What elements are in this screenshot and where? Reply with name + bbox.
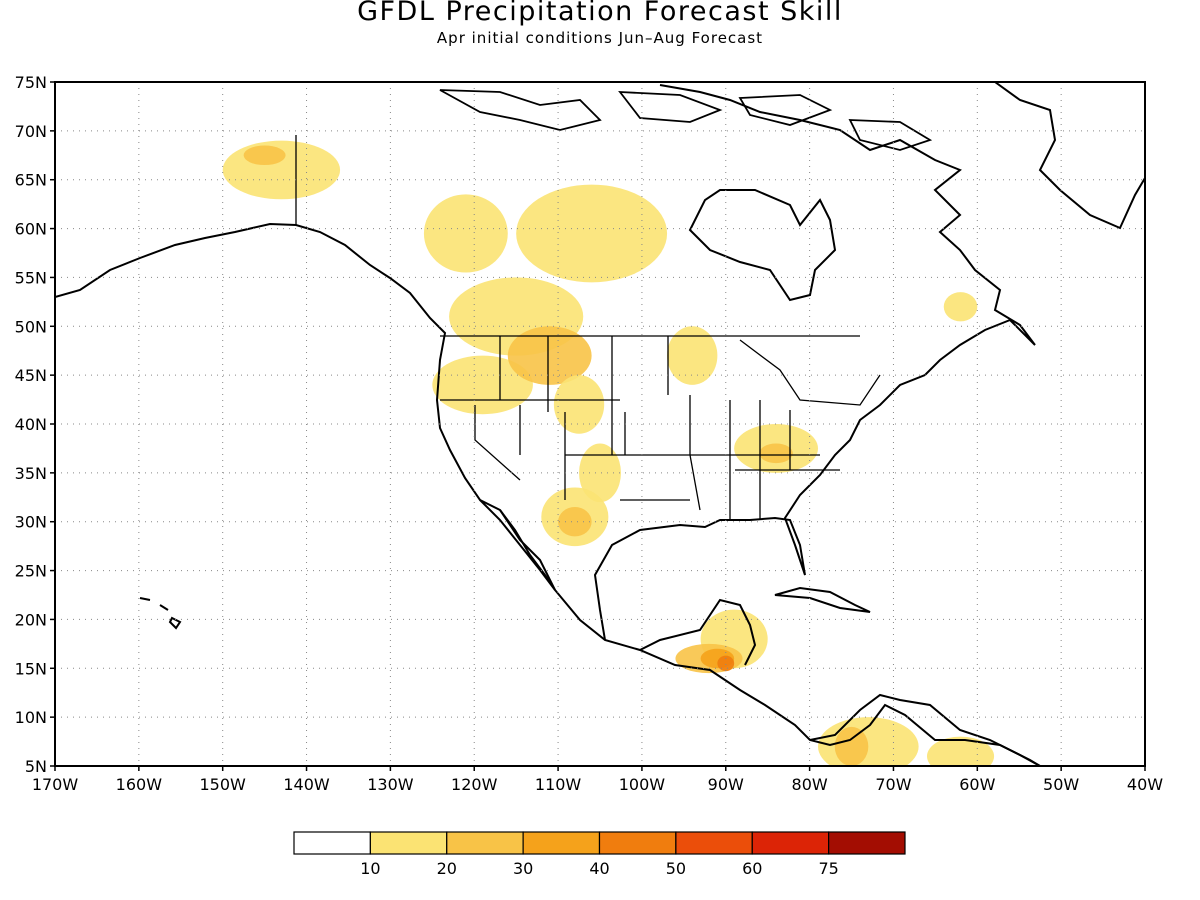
lat-tick-label: 10N: [15, 708, 47, 727]
colorbar-swatch: [369, 831, 448, 855]
skill-region-alaska-north: [222, 140, 341, 200]
longitude-axis: 170W 160W 150W 140W 130W 120W 110W 100W 90W 80W 70…: [32, 766, 1163, 794]
lat-tick-label: 20N: [15, 610, 47, 629]
skill-region-montana: [507, 326, 592, 385]
colorbar: 10 20 30 40 50 60 75: [293, 831, 906, 878]
skill-shading: [222, 140, 995, 766]
lon-tick-label: 40W: [1127, 775, 1163, 794]
hawaii: [139, 597, 182, 630]
colorbar-label: 20: [437, 859, 457, 878]
lon-tick-label: 90W: [708, 775, 744, 794]
lon-tick-label: 60W: [959, 775, 995, 794]
skill-region-colombia-core: [834, 726, 869, 766]
lon-tick-label: 160W: [116, 775, 163, 794]
lon-tick-label: 150W: [200, 775, 247, 794]
colorbar-label: 50: [666, 859, 686, 878]
lat-tick-label: 45N: [15, 366, 47, 385]
greenland-coast: [994, 82, 1145, 230]
plot-frame: [54, 81, 1146, 767]
lat-tick-label: 5N: [25, 757, 47, 776]
lat-tick-label: 40N: [15, 415, 47, 434]
lat-tick-label: 70N: [15, 122, 47, 141]
colorbar-label: 60: [742, 859, 762, 878]
baja-california: [479, 499, 556, 591]
skill-region-tennessee-core: [759, 443, 793, 464]
hudson-bay: [688, 189, 837, 302]
lat-tick-label: 25N: [15, 562, 47, 581]
colorbar-swatch: [522, 831, 601, 855]
skill-region-yukon: [423, 194, 508, 273]
lon-tick-label: 140W: [283, 775, 330, 794]
lat-tick-label: 75N: [15, 73, 47, 92]
colorbar-label: 30: [513, 859, 533, 878]
gridlines: [55, 82, 1145, 766]
skill-region-minnesota: [667, 326, 718, 385]
lon-tick-label: 170W: [32, 775, 79, 794]
lon-tick-label: 120W: [451, 775, 498, 794]
colorbar-swatch: [675, 831, 753, 855]
us-state-borders: [440, 335, 860, 520]
arctic-islands: [439, 89, 933, 151]
cuba: [774, 586, 871, 613]
skill-region-guatemala-peak: [717, 655, 735, 672]
map-subtitle: Apr initial conditions Jun–Aug Forecast: [436, 29, 764, 47]
skill-region-colorado-nm: [579, 443, 621, 503]
lat-tick-label: 60N: [15, 220, 47, 239]
colorbar-label: 40: [589, 859, 609, 878]
colorbar-label: 75: [818, 859, 838, 878]
lon-tick-label: 50W: [1043, 775, 1079, 794]
lon-tick-label: 80W: [792, 775, 828, 794]
lat-tick-label: 65N: [15, 171, 47, 190]
lat-tick-label: 30N: [15, 513, 47, 532]
colorbar-swatch: [751, 831, 830, 855]
colorbar-swatch: [446, 831, 524, 855]
latitude-axis: 5N 10N 15N 20N 25N 30N 35N 40N 45N 50N 55N 60N 65N 70…: [15, 73, 55, 776]
skill-region-texas-core: [558, 507, 592, 537]
yucatan-coast: [639, 598, 757, 666]
south-america-coast: [809, 693, 1041, 766]
skill-region-labrador: [943, 292, 978, 322]
lat-tick-label: 35N: [15, 464, 47, 483]
colorbar-swatch: [828, 831, 906, 855]
lon-tick-label: 130W: [367, 775, 414, 794]
colorbar-label: 10: [360, 859, 380, 878]
gulf-coast: [593, 84, 1036, 641]
lon-tick-label: 70W: [875, 775, 911, 794]
lat-tick-label: 50N: [15, 317, 47, 336]
lon-tick-label: 100W: [619, 775, 666, 794]
skill-region-alaska-core: [243, 145, 286, 166]
lat-tick-label: 55N: [15, 268, 47, 287]
land-outlines: [55, 82, 1145, 766]
skill-region-wyoming: [553, 375, 605, 434]
skill-region-nwt: [516, 184, 668, 283]
colorbar-swatch: [293, 831, 371, 855]
colorbar-swatch: [598, 831, 677, 855]
skill-region-venezuela: [927, 736, 995, 766]
lat-tick-label: 15N: [15, 659, 47, 678]
lon-tick-label: 110W: [535, 775, 582, 794]
map-title: GFDL Precipitation Forecast Skill: [357, 0, 843, 27]
